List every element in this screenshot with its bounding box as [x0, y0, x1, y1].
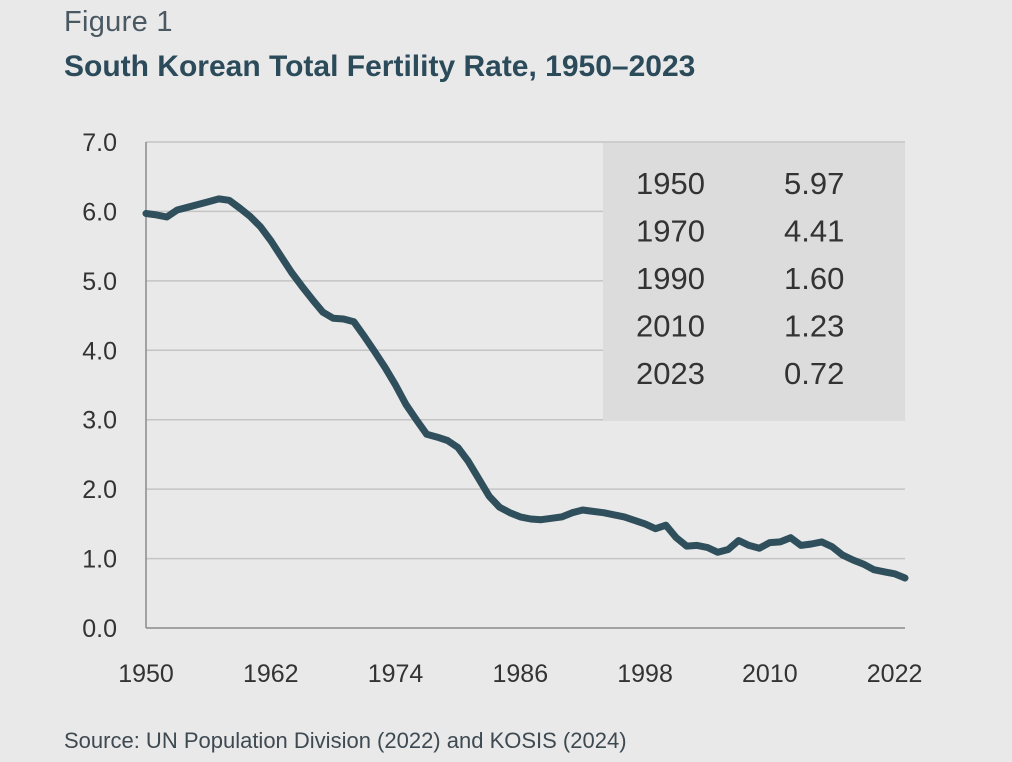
x-tick-label-2: 1974 — [368, 660, 424, 688]
inset-table-background — [603, 143, 905, 421]
x-tick-labels: 1950 1962 1974 1986 1998 2010 2022 — [118, 660, 922, 688]
source-note: Source: UN Population Division (2022) an… — [64, 728, 627, 753]
y-tick-label-4: 4.0 — [82, 337, 117, 365]
x-tick-label-0: 1950 — [118, 660, 174, 688]
y-tick-label-7: 7.0 — [82, 129, 117, 157]
series-line-0 — [142, 195, 909, 582]
inset-table-value-1: 4.41 — [784, 214, 844, 249]
inset-table-value-2: 1.60 — [784, 261, 844, 296]
inset-table-year-3: 2010 — [636, 309, 705, 344]
inset-table-value-4: 0.72 — [784, 356, 844, 391]
figure-label: Figure 1 — [64, 6, 173, 38]
inset-table: 1950 5.97 1970 4.41 1990 1.60 2010 1.23 2023 0.72 — [603, 143, 905, 421]
y-tick-label-0: 0.0 — [82, 615, 117, 643]
inset-table-year-0: 1950 — [636, 166, 705, 201]
x-tick-label-5: 2010 — [742, 660, 798, 688]
y-tick-label-3: 3.0 — [82, 407, 117, 435]
inset-table-year-2: 1990 — [636, 261, 705, 296]
axis-lines — [145, 142, 905, 629]
series-group — [142, 195, 909, 582]
y-tick-label-5: 5.0 — [82, 268, 117, 296]
x-tick-label-1: 1962 — [243, 660, 299, 688]
chart-title: South Korean Total Fertility Rate, 1950–… — [64, 50, 696, 83]
y-tick-label-2: 2.0 — [82, 476, 117, 504]
inset-table-year-1: 1970 — [636, 214, 705, 249]
fertility-rate-chart: 0.0 1.0 2.0 3.0 4.0 5.0 6.0 7.0 1950 1962 1974 198… — [82, 129, 922, 688]
y-tick-label-6: 6.0 — [82, 198, 117, 226]
x-tick-label-4: 1998 — [617, 660, 673, 688]
x-tick-label-3: 1986 — [492, 660, 548, 688]
inset-table-year-4: 2023 — [636, 356, 705, 391]
y-tick-labels: 0.0 1.0 2.0 3.0 4.0 5.0 6.0 7.0 — [82, 129, 117, 643]
y-tick-label-1: 1.0 — [82, 546, 117, 574]
x-tick-label-6: 2022 — [867, 660, 923, 688]
inset-table-value-0: 5.97 — [784, 166, 844, 201]
inset-table-value-3: 1.23 — [784, 309, 844, 344]
